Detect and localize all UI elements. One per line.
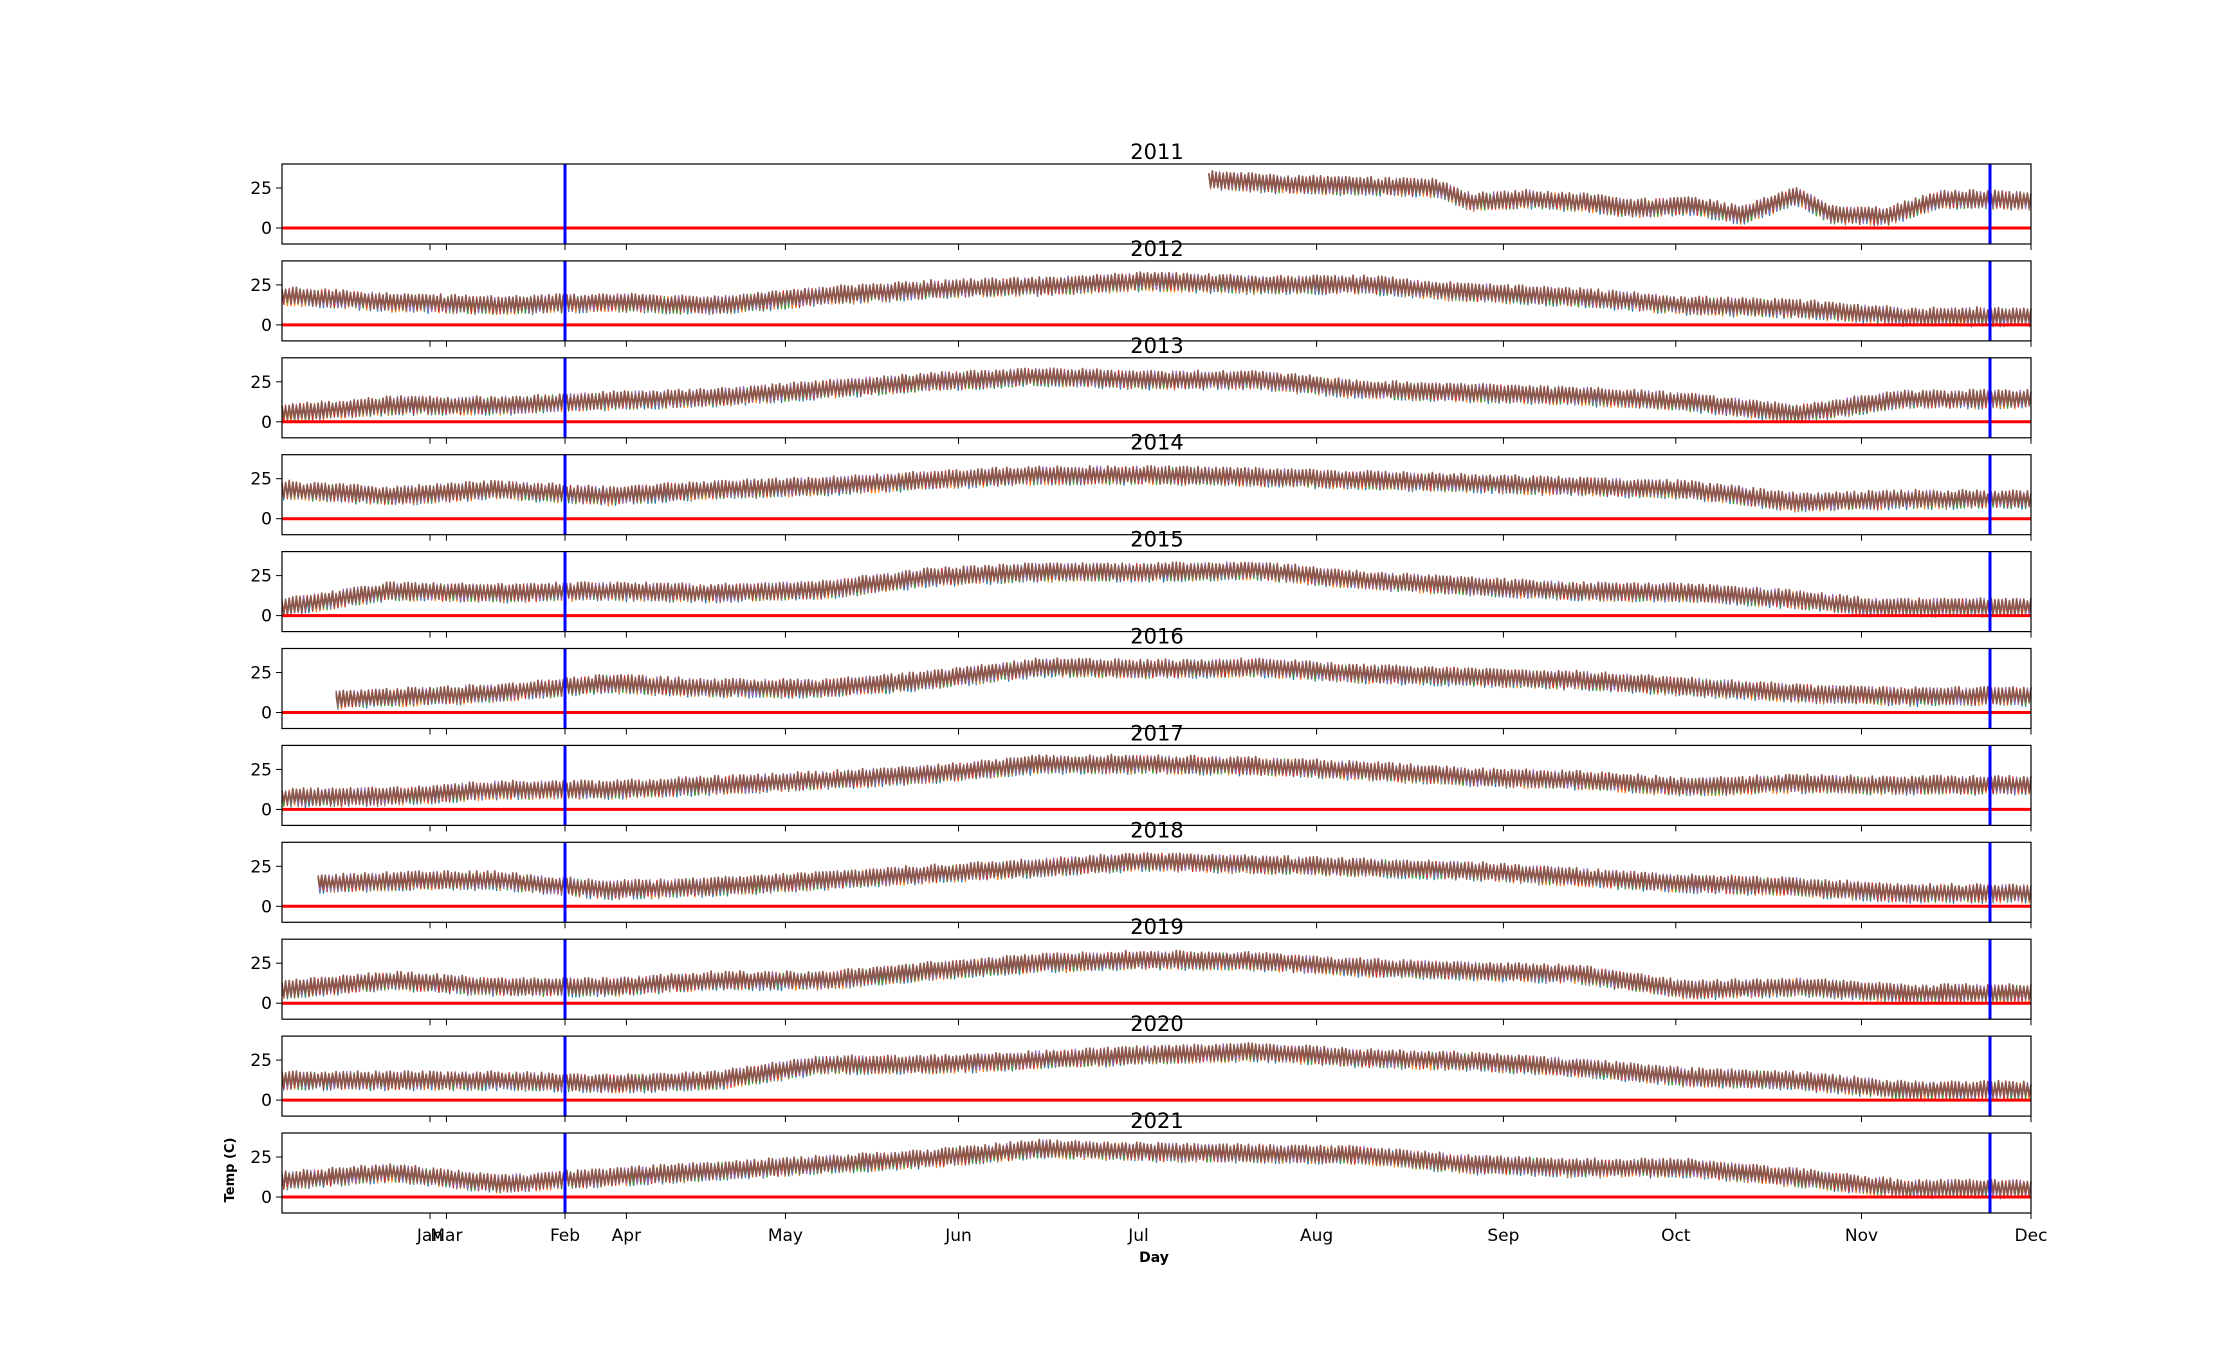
- y-tick-label: 25: [250, 1051, 272, 1071]
- panel-title: 2014: [1130, 431, 1183, 455]
- y-tick-label: 25: [250, 954, 272, 974]
- y-tick-label: 0: [261, 510, 272, 530]
- panel-2016: 2016 0 25: [250, 625, 2032, 735]
- x-tick-label: Dec: [2015, 1226, 2048, 1246]
- y-tick-label: 0: [261, 607, 272, 627]
- panel-frame: [281, 163, 2032, 245]
- x-tick-label: Mar: [430, 1226, 462, 1246]
- x-tick-label: Jan: [416, 1226, 443, 1246]
- x-tick-label: Aug: [1300, 1226, 1333, 1246]
- series-line-6: [281, 561, 2032, 616]
- panel-frame: [281, 550, 2032, 633]
- series-line-6: [335, 657, 2032, 707]
- x-tick-label: Sep: [1487, 1226, 1519, 1246]
- x-tick-label: Jul: [1127, 1226, 1149, 1246]
- panel-title: 2012: [1130, 237, 1183, 261]
- y-tick-label: 25: [250, 1148, 272, 1168]
- panel-frame: [281, 1035, 2032, 1117]
- x-axis-label: Day: [1139, 1250, 1169, 1266]
- y-tick-label: 25: [250, 373, 272, 393]
- y-tick-label: 0: [261, 219, 272, 239]
- panel-2018: 2018 0 25: [250, 818, 2032, 929]
- panel-frame: [281, 647, 2032, 730]
- panel-title: 2020: [1130, 1012, 1183, 1036]
- panel-2021: 2021 0 25: [250, 1109, 2032, 1219]
- panel-frame: [281, 260, 2032, 342]
- y-tick-label: 0: [261, 800, 272, 820]
- panel-frame: [281, 841, 2032, 923]
- x-tick-label: Apr: [612, 1226, 641, 1246]
- panel-2020: 2020 0 25: [250, 1012, 2032, 1123]
- series-line-6: [281, 465, 2032, 511]
- panel-frame: [281, 454, 2032, 536]
- x-tick-labels: Jan Feb Mar Apr May Jun Jul Aug Sep Oct Nov Dec: [416, 1226, 2048, 1246]
- y-tick-label: 0: [261, 316, 272, 336]
- y-tick-label: 25: [250, 470, 272, 490]
- panel-title: 2018: [1130, 818, 1183, 842]
- x-tick-label: May: [768, 1226, 803, 1246]
- y-tick-label: 25: [250, 857, 272, 877]
- panel-frame: [281, 1132, 2032, 1214]
- y-tick-label: 25: [250, 276, 272, 296]
- x-tick-label: Feb: [550, 1226, 580, 1246]
- panel-title: 2019: [1130, 915, 1183, 939]
- y-tick-label: 0: [261, 704, 272, 724]
- panel-2011: 2011 0 25: [250, 140, 2032, 250]
- panel-title: 2013: [1130, 334, 1183, 358]
- panel-title: 2017: [1130, 721, 1183, 745]
- series-line-6: [317, 852, 2032, 902]
- y-tick-label: 25: [250, 760, 272, 780]
- panel-title: 2011: [1130, 140, 1183, 164]
- panels-group: 2011 0 25 2012 0 25 2013 0 25 2014 0 25 2015 0 25 2016 0…: [250, 140, 2032, 1219]
- panel-2017: 2017 0 25: [250, 721, 2032, 832]
- x-tick-label: Nov: [1845, 1226, 1878, 1246]
- y-tick-label: 0: [261, 1188, 272, 1208]
- series-line-6: [281, 1042, 2032, 1099]
- series-line-6: [281, 367, 2032, 422]
- panel-2019: 2019 0 25: [250, 915, 2032, 1026]
- panel-title: 2021: [1130, 1109, 1183, 1133]
- y-tick-label: 0: [261, 413, 272, 433]
- series-line-6: [1208, 170, 2032, 225]
- panel-2012: 2012 0 25: [250, 237, 2032, 347]
- series-line-6: [281, 753, 2032, 806]
- panel-2013: 2013 0 25: [250, 334, 2032, 444]
- y-tick-label: 0: [261, 994, 272, 1014]
- y-tick-label: 25: [250, 567, 272, 587]
- panel-frame: [281, 357, 2032, 439]
- panel-2015: 2015 0 25: [250, 528, 2032, 638]
- y-tick-label: 25: [250, 179, 272, 199]
- series-line-6: [281, 949, 2032, 1002]
- series-line-6: [281, 271, 2032, 326]
- y-tick-label: 0: [261, 1091, 272, 1111]
- panel-title: 2016: [1130, 625, 1183, 649]
- panel-title: 2015: [1130, 528, 1183, 552]
- panel-frame: [281, 744, 2032, 827]
- series-line-6: [281, 1138, 2032, 1198]
- y-axis-label: Temp (C): [223, 1138, 238, 1203]
- y-tick-label: 0: [261, 897, 272, 917]
- panel-frame: [281, 938, 2032, 1020]
- y-tick-label: 25: [250, 664, 272, 684]
- panel-2014: 2014 0 25: [250, 431, 2032, 541]
- x-tick-label: Oct: [1661, 1226, 1691, 1246]
- x-tick-label: Jun: [944, 1226, 972, 1246]
